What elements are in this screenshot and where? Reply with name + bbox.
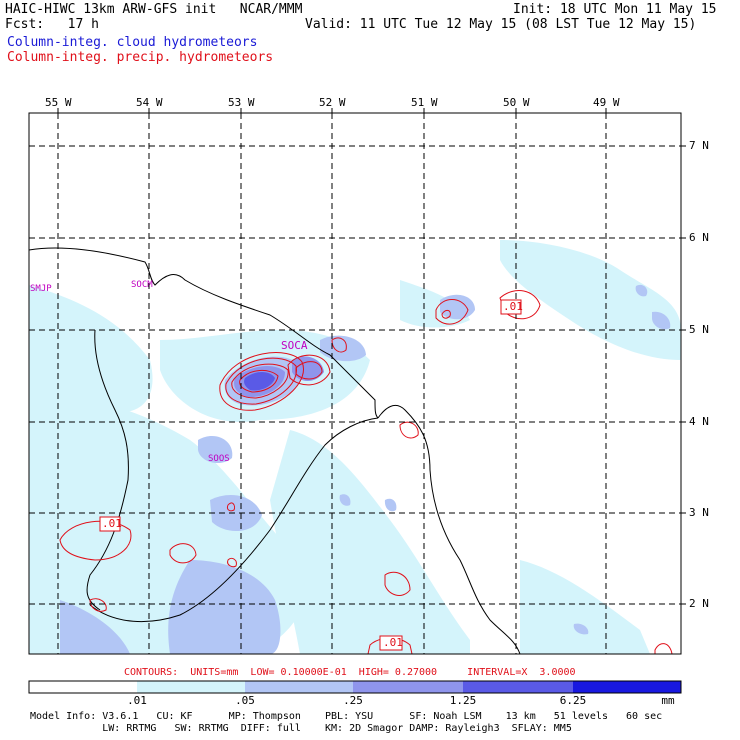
forecast-hour: Fcst: 17 h — [5, 17, 99, 32]
lon-label: 52 W — [319, 96, 346, 109]
lat-label: 3 N — [689, 506, 709, 519]
lat-label: 7 N — [689, 139, 709, 152]
map-frame — [28, 112, 682, 655]
precip-contours — [59, 290, 673, 654]
lon-label: 53 W — [228, 96, 255, 109]
lon-label: 49 W — [593, 96, 620, 109]
lon-label: 54 W — [136, 96, 163, 109]
axis-ticks — [57, 108, 686, 605]
colorbar-tick: .25 — [343, 694, 363, 707]
colorbar-tick: .05 — [235, 694, 255, 707]
model-title: HAIC-HIWC 13km ARW-GFS init NCAR/MMM — [5, 2, 303, 17]
station-label-socm: SOCM — [131, 280, 153, 290]
colorbar-frame — [28, 680, 682, 694]
lat-label: 4 N — [689, 415, 709, 428]
contour-label-box — [500, 299, 522, 315]
colorbar-tick: 6.25 — [559, 694, 587, 707]
lon-label: 50 W — [503, 96, 530, 109]
contour-info: CONTOURS: UNITS=mm LOW= 0.10000E-01 HIGH… — [124, 667, 576, 678]
lat-label: 5 N — [689, 323, 709, 336]
init-time: Init: 18 UTC Mon 11 May 15 — [513, 2, 717, 17]
colorbar-segment — [29, 681, 137, 693]
coastline — [29, 247, 521, 654]
cloud-shading — [29, 240, 681, 654]
lon-label: 51 W — [411, 96, 438, 109]
lat-lon-grid — [29, 113, 681, 654]
colorbar-segment — [573, 681, 681, 693]
legend-precip: Column-integ. precip. hydrometeors — [7, 50, 274, 65]
colorbar-tick: .01 — [127, 694, 147, 707]
contour-label: .01 — [102, 517, 122, 530]
colorbar-segment — [463, 681, 573, 693]
station-label-smjp: SMJP — [30, 284, 52, 294]
contour-label-box — [99, 516, 121, 532]
station-label-soca: SOCA — [281, 339, 308, 352]
model-info-line1: Model Info: V3.6.1 CU: KF MP: Thompson P… — [30, 711, 663, 722]
lat-label: 2 N — [689, 597, 709, 610]
contour-label: .01 — [503, 300, 523, 313]
colorbar-segment — [245, 681, 353, 693]
valid-time: Valid: 11 UTC Tue 12 May 15 (08 LST Tue … — [305, 17, 697, 32]
station-label-soos: SOOS — [208, 454, 230, 464]
colorbar-segment — [137, 681, 245, 693]
colorbar-units: mm — [661, 694, 675, 707]
model-info-line2: LW: RRTMG SW: RRTMG DIFF: full KM: 2D Sm… — [30, 723, 572, 734]
colorbar-tick: 1.25 — [449, 694, 477, 707]
contour-label-box — [379, 635, 403, 651]
contour-label: .01 — [383, 636, 403, 649]
lat-label: 6 N — [689, 231, 709, 244]
lon-label: 55 W — [45, 96, 72, 109]
legend-cloud: Column-integ. cloud hydrometeors — [7, 35, 258, 50]
colorbar-segment — [353, 681, 463, 693]
